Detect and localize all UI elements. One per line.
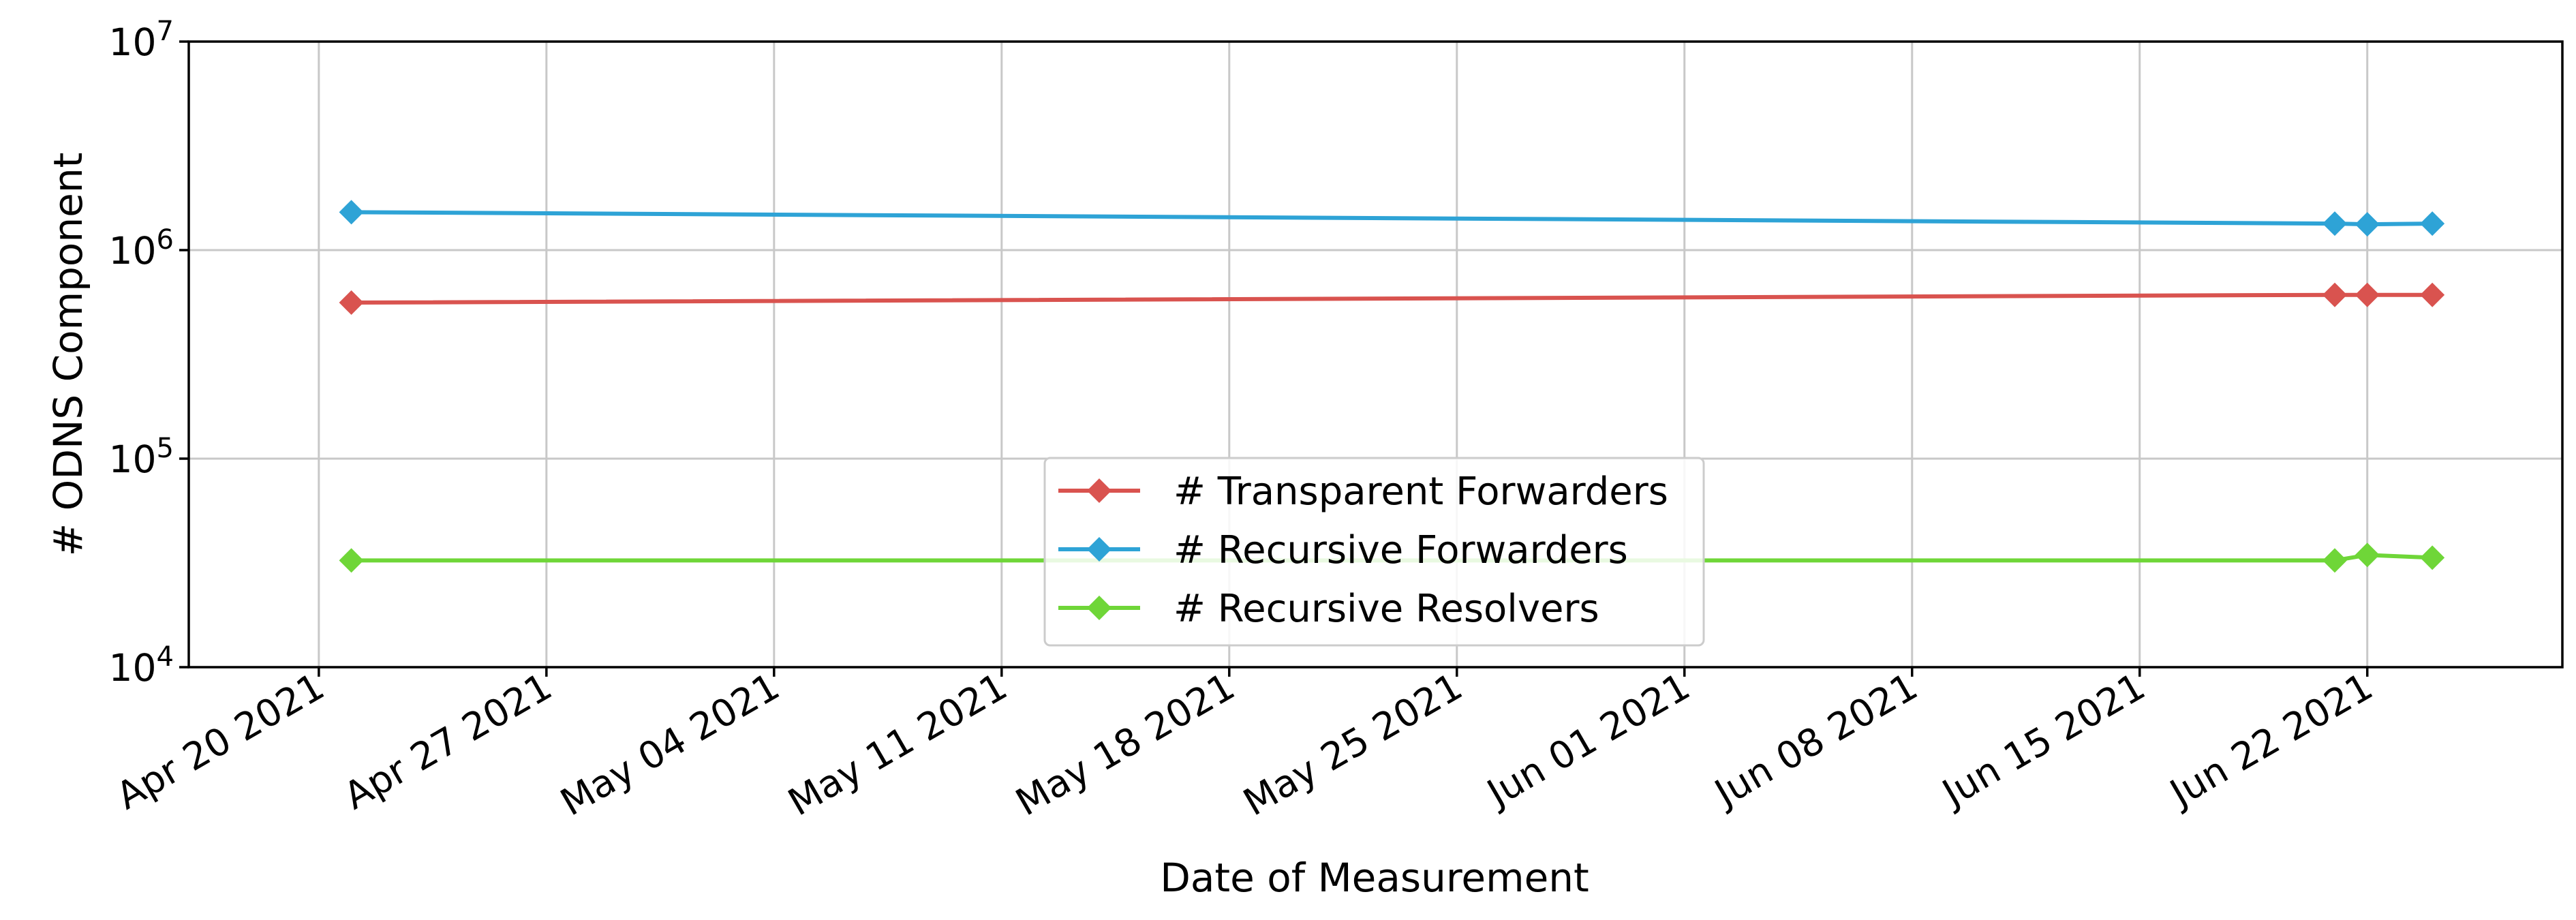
data-point-marker (339, 548, 364, 573)
legend-marker (1087, 478, 1111, 503)
legend-label: # Recursive Resolvers (1174, 587, 1599, 631)
y-tick-label: 105 (109, 433, 174, 481)
data-point-marker (2322, 548, 2348, 573)
x-tick-label: Jun 22 2021 (2161, 664, 2380, 816)
y-tick-label: 106 (109, 224, 174, 273)
y-axis: 104 105 106 107 (109, 16, 189, 690)
x-tick-label: May 11 2021 (781, 664, 1015, 825)
data-point-marker (339, 290, 364, 316)
data-point-marker (2355, 282, 2380, 307)
y-tick-label: 107 (109, 16, 174, 64)
x-tick-label: May 25 2021 (1236, 664, 1470, 825)
y-axis-label: # ODNS Component (45, 153, 91, 557)
data-point-marker (2420, 282, 2445, 307)
data-point-marker (2322, 282, 2348, 307)
x-tick-label: Apr 27 2021 (337, 664, 559, 818)
legend-marker (1087, 537, 1111, 562)
x-tick-label: Jun 15 2021 (1933, 664, 2152, 816)
x-tick-label: Jun 01 2021 (1478, 664, 1697, 816)
x-tick-label: Jun 08 2021 (1706, 664, 1925, 816)
legend-box (1043, 457, 1705, 647)
series-line (351, 210, 2433, 227)
data-point-marker (2322, 211, 2348, 236)
x-tick-label: May 18 2021 (1009, 664, 1242, 825)
plot-frame (187, 40, 2564, 669)
legend-marker (1087, 596, 1111, 620)
data-point-marker (2420, 211, 2445, 236)
y-tick-label: 104 (109, 641, 174, 690)
series-0 (339, 282, 2445, 316)
legend-label: # Transparent Forwarders (1174, 470, 1668, 514)
series-1 (339, 200, 2445, 237)
legend-label: # Recursive Forwarders (1174, 528, 1628, 572)
x-axis-label: Date of Measurement (1160, 855, 1589, 901)
data-point-marker (2355, 542, 2380, 568)
x-tick-label: May 04 2021 (553, 664, 787, 825)
series-line (351, 292, 2433, 305)
data-point-marker (2420, 545, 2445, 570)
data-point-marker (339, 200, 364, 225)
data-point-marker (2355, 212, 2380, 237)
legend: # Transparent Forwarders # Recursive Forw… (1043, 457, 1705, 647)
